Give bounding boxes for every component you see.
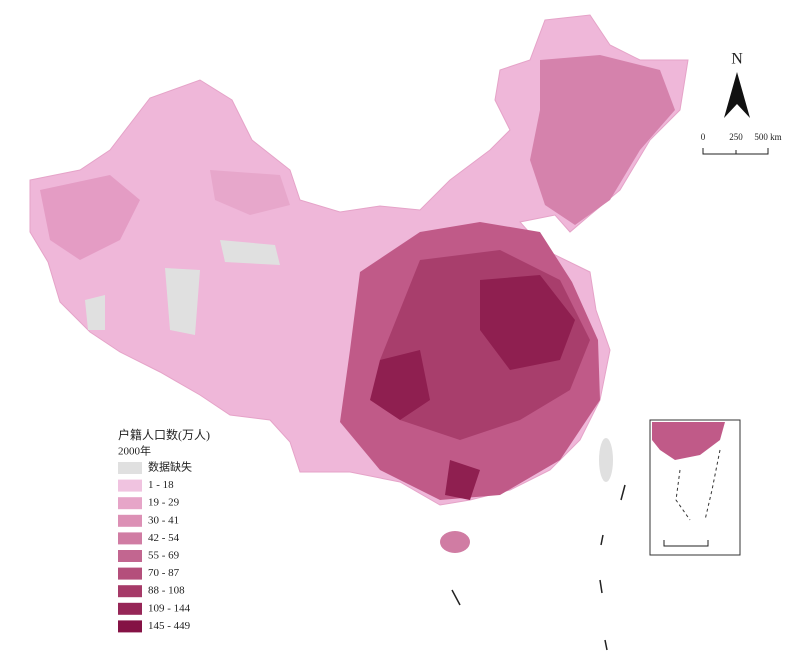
scale-bar <box>702 148 769 155</box>
legend-swatch <box>118 585 142 598</box>
northwest-districts <box>40 175 140 260</box>
islands <box>451 484 626 651</box>
inset-land <box>652 422 725 460</box>
inset-map <box>649 419 741 556</box>
scale-label: 500 km <box>754 132 781 142</box>
legend-label: 数据缺失 <box>148 460 192 474</box>
legend-swatch <box>118 620 142 633</box>
inset-boundary <box>675 449 721 521</box>
legend-swatch <box>118 514 142 527</box>
legend-label: 42 - 54 <box>148 532 180 544</box>
legend-label: 109 - 144 <box>148 602 191 614</box>
legend-swatch <box>118 567 142 580</box>
legend-swatch <box>118 462 142 474</box>
north-arrow: N <box>702 51 769 155</box>
inset-scale-bar <box>663 540 709 547</box>
legend-swatch <box>118 479 142 492</box>
north-label: N <box>731 51 743 68</box>
scale-label: 0 <box>701 132 706 142</box>
legend-swatch <box>118 532 142 545</box>
legend-swatch <box>118 550 142 562</box>
legend-label: 19 - 29 <box>148 497 180 509</box>
legend: 户籍人口数(万人) 2000年 数据缺失 1 - 18 19 - 29 30 - 41… <box>118 427 210 633</box>
hainan <box>440 531 470 553</box>
legend-title: 户籍人口数(万人) <box>118 427 210 442</box>
north-districts <box>210 170 290 215</box>
legend-label: 1 - 18 <box>148 479 174 491</box>
legend-label: 70 - 87 <box>148 567 180 579</box>
legend-label: 145 - 449 <box>148 620 191 632</box>
legend-label: 88 - 108 <box>148 585 185 597</box>
northeast-region <box>530 55 675 225</box>
legend-label: 30 - 41 <box>148 514 179 526</box>
scale-label: 250 <box>729 132 743 142</box>
taiwan <box>599 438 613 482</box>
legend-label: 55 - 69 <box>148 550 180 562</box>
missing-data-areas <box>85 240 280 335</box>
legend-swatch <box>118 497 142 510</box>
dense-patches <box>370 275 575 500</box>
china-map <box>29 14 689 651</box>
north-arrow-shape <box>724 72 750 118</box>
legend-swatch <box>118 602 142 615</box>
legend-year: 2000年 <box>118 444 151 458</box>
